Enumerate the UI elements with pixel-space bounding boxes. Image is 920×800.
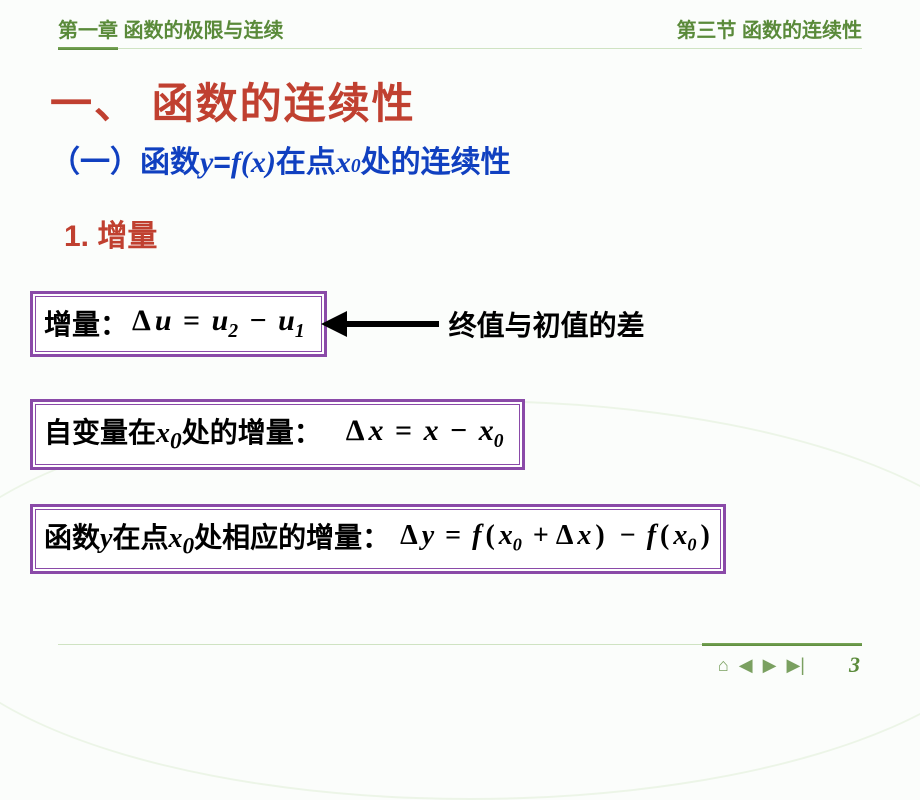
section-heading: 1. 增量 — [64, 211, 870, 255]
delta-x-box: 自变量在x0处的增量： ΔΔxx = x − x0 — [30, 399, 525, 470]
delta-y-formula: Δy = f(x0 + Δx) − f(x0) — [396, 520, 714, 556]
delta-x-formula: ΔΔxx = x − x0 — [342, 414, 504, 453]
page-number: 3 — [849, 652, 860, 678]
home-icon[interactable]: ⌂ — [718, 655, 729, 676]
delta-y-label: 函数y在点x0处相应的增量： — [44, 516, 390, 561]
increment-label: 增量： — [44, 303, 128, 343]
header-chapter: 第一章 函数的极限与连续 — [58, 14, 284, 43]
prev-icon[interactable]: ◀ — [739, 655, 753, 676]
nav-bar: ⌂ ◀ ▶ ▶| 3 — [0, 652, 920, 678]
arrow-icon — [339, 321, 439, 327]
next-icon[interactable]: ▶ — [763, 655, 777, 676]
increment-box: 增量： Δu = u2 − u1 — [30, 291, 327, 357]
header-section: 第三节 函数的连续性 — [676, 14, 862, 43]
delta-x-label: 自变量在x0处的增量： — [44, 411, 322, 456]
title-main: 一、 函数的连续性 — [50, 70, 870, 131]
increment-annotation: 终值与初值的差 — [449, 304, 645, 344]
delta-y-box: 函数y在点x0处相应的增量： Δy = f(x0 + Δx) − f(x0) — [30, 504, 726, 575]
footer-rule — [58, 643, 862, 646]
title-sub: （一）函数 y = f (x) 在点 x0 处的连续性 — [50, 137, 870, 181]
last-icon[interactable]: ▶| — [786, 655, 805, 676]
increment-formula: Δu = u2 − u1 — [128, 304, 305, 343]
